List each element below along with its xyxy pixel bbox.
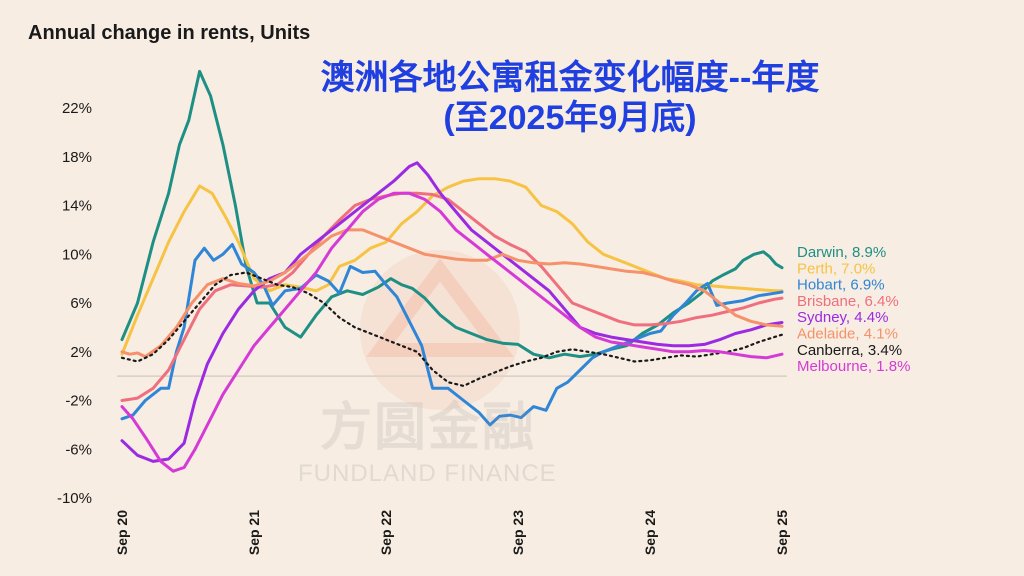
y-axis: 22% 18% 14% 10% 6% 2% -2% -6% -10% — [57, 100, 92, 507]
y-tick-label: 10% — [62, 246, 92, 263]
legend: Darwin, 8.9%Perth, 7.0%Hobart, 6.9%Brisb… — [797, 244, 910, 375]
legend-entry-hobart: Hobart, 6.9% — [797, 277, 885, 294]
legend-entry-melbourne: Melbourne, 1.8% — [797, 358, 910, 375]
x-tick-label: Sep 20 — [114, 510, 130, 555]
x-tick-label: Sep 24 — [642, 510, 658, 555]
y-tick-label: 6% — [70, 295, 92, 312]
y-tick-label: 22% — [62, 100, 92, 117]
y-tick-label: -10% — [57, 490, 92, 507]
y-tick-label: -6% — [65, 441, 92, 458]
legend-entry-brisbane: Brisbane, 6.4% — [797, 293, 899, 310]
x-tick-label: Sep 23 — [510, 510, 526, 555]
y-tick-label: 2% — [70, 344, 92, 361]
watermark-text-english: FUNDLAND FINANCE — [298, 460, 557, 488]
x-axis: Sep 20 Sep 21 Sep 22 Sep 23 Sep 24 Sep 25 — [114, 510, 790, 555]
x-tick-label: Sep 25 — [774, 510, 790, 555]
legend-entry-darwin: Darwin, 8.9% — [797, 244, 886, 261]
x-tick-label: Sep 21 — [246, 510, 262, 555]
legend-entry-perth: Perth, 7.0% — [797, 260, 875, 277]
y-tick-label: -2% — [65, 393, 92, 410]
legend-entry-canberra: Canberra, 3.4% — [797, 342, 902, 359]
y-tick-label: 14% — [62, 198, 92, 215]
legend-entry-sydney: Sydney, 4.4% — [797, 309, 888, 326]
legend-entry-adelaide: Adelaide, 4.1% — [797, 326, 898, 343]
x-tick-label: Sep 22 — [378, 510, 394, 555]
watermark-text-chinese: 方圆金融 — [320, 385, 536, 460]
y-tick-label: 18% — [62, 149, 92, 166]
